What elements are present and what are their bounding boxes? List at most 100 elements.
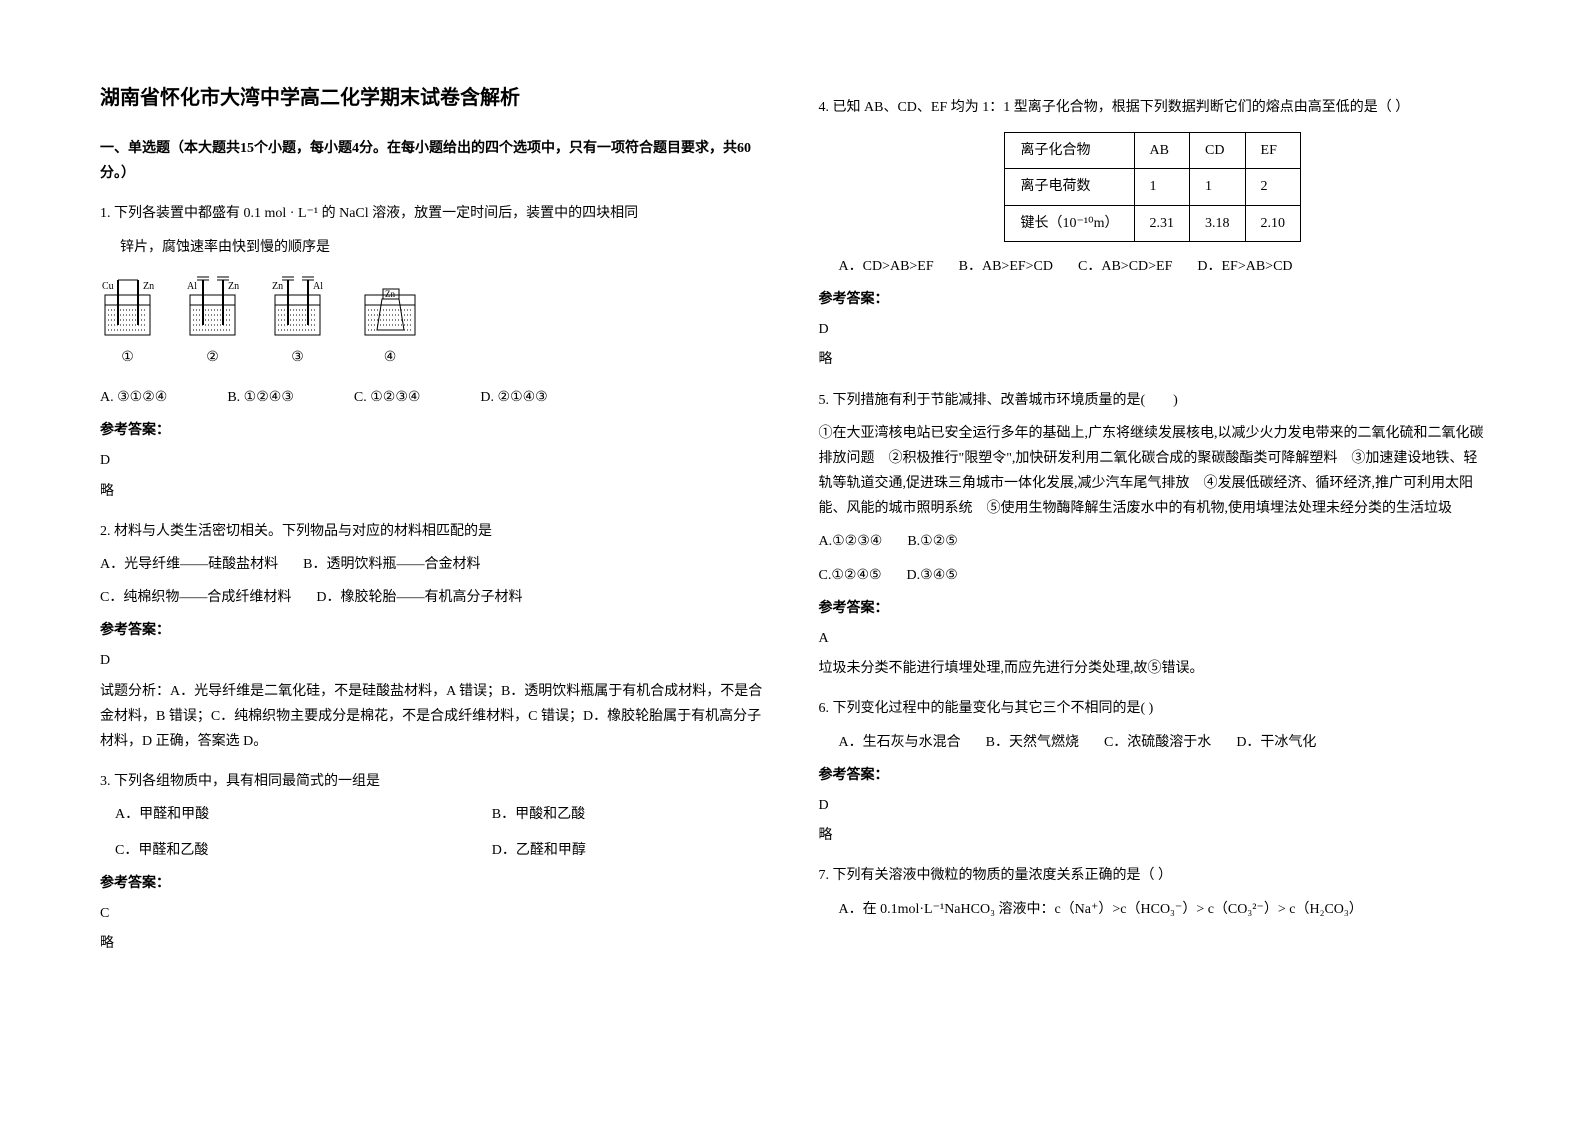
q1-subtext: 锌片，腐蚀速率由快到慢的顺序是 [100,235,769,260]
q1-answer-label: 参考答案： [100,418,769,443]
question-1: 1. 下列各装置中都盛有 0.1 mol · L⁻¹ 的 NaCl 溶液，放置一… [100,201,769,503]
beaker-icon-3: Zn Al [270,275,325,340]
diagram-1: Cu Zn ① [100,275,155,370]
q3-opt-a: A．甲醛和甲酸 [115,802,392,827]
q4-opt-a: A．CD>AB>EF [839,254,934,279]
cell: 2 [1245,169,1301,205]
q3-answer-label: 参考答案： [100,871,769,896]
q5-options-row2: C.①②④⑤ D.③④⑤ [819,563,1488,588]
table-row: 离子化合物 AB CD EF [1005,133,1301,169]
q6-answer: D [819,793,1488,818]
q1-opt-a: A. ③①②④ [100,385,167,410]
question-6: 6. 下列变化过程中的能量变化与其它三个不相同的是( ) A．生石灰与水混合 B… [819,696,1488,848]
svg-text:Cu: Cu [102,281,114,292]
q5-opt-c: C.①②④⑤ [819,563,882,588]
q5-text: 5. 下列措施有利于节能减排、改善城市环境质量的是( ) [819,388,1488,413]
svg-text:Al: Al [187,281,197,292]
q4-answer-label: 参考答案： [819,287,1488,312]
cell: 2.31 [1134,205,1190,241]
q5-answer: A [819,626,1488,651]
q4-options: A．CD>AB>EF B．AB>EF>CD C．AB>CD>EF D．EF>AB… [819,254,1488,279]
diagram-2: Al Zn ② [185,275,240,370]
q1-answer: D [100,448,769,473]
q4-text: 4. 已知 AB、CD、EF 均为 1：1 型离子化合物，根据下列数据判断它们的… [819,95,1488,120]
cell: 离子化合物 [1005,133,1134,169]
q2-options-row2: C．纯棉织物——合成纤维材料 D．橡胶轮胎——有机高分子材料 [100,585,769,610]
q3-options: A．甲醛和甲酸 B．甲酸和乙酸 C．甲醛和乙酸 D．乙醛和甲醇 [100,802,769,862]
table-row: 键长（10⁻¹⁰m） 2.31 3.18 2.10 [1005,205,1301,241]
beaker-icon-4: Zn [355,275,425,340]
diagram-2-label: ② [206,345,219,370]
q2-opt-a: A．光导纤维——硅酸盐材料 [100,552,278,577]
q5-body: ①在大亚湾核电站已安全运行多年的基础上,广东将继续发展核电,以减少火力发电带来的… [819,421,1488,522]
page-title: 湖南省怀化市大湾中学高二化学期末试卷含解析 [100,80,769,116]
q6-opt-a: A．生石灰与水混合 [839,730,961,755]
q4-answer: D [819,317,1488,342]
q2-answer-label: 参考答案： [100,618,769,643]
diagram-3-label: ③ [291,345,304,370]
question-2: 2. 材料与人类生活密切相关。下列物品与对应的材料相匹配的是 A．光导纤维——硅… [100,519,769,755]
q4-opt-d: D．EF>AB>CD [1197,254,1292,279]
q3-opt-c: C．甲醛和乙酸 [115,838,392,863]
q3-opt-d: D．乙醛和甲醇 [492,838,769,863]
q2-opt-c: C．纯棉织物——合成纤维材料 [100,585,291,610]
diagram-4-label: ④ [384,345,397,370]
q6-opt-b: B．天然气燃烧 [986,730,1079,755]
q5-opt-b: B.①②⑤ [907,529,958,554]
q1-opt-d: D. ②①④③ [480,385,547,410]
q6-opt-c: C．浓硫酸溶于水 [1104,730,1211,755]
cell: 键长（10⁻¹⁰m） [1005,205,1134,241]
q7-text: 7. 下列有关溶液中微粒的物质的量浓度关系正确的是（ ） [819,863,1488,888]
diagram-1-label: ① [121,345,134,370]
q5-explain: 垃圾未分类不能进行填埋处理,而应先进行分类处理,故⑤错误。 [819,656,1488,681]
beaker-icon-1: Cu Zn [100,275,155,340]
q1-text: 1. 下列各装置中都盛有 0.1 mol · L⁻¹ 的 NaCl 溶液，放置一… [100,201,769,226]
svg-text:Zn: Zn [228,281,239,292]
q2-options-row1: A．光导纤维——硅酸盐材料 B．透明饮料瓶——合金材料 [100,552,769,577]
cell: 3.18 [1190,205,1246,241]
svg-text:Zn: Zn [272,281,283,292]
svg-text:Zn: Zn [143,281,154,292]
q3-explain: 略 [100,931,769,956]
q2-explain: 试题分析：A．光导纤维是二氧化硅，不是硅酸盐材料，A 错误；B．透明饮料瓶属于有… [100,679,769,755]
q1-opt-c: C. ①②③④ [354,385,421,410]
q5-options-row1: A.①②③④ B.①②⑤ [819,529,1488,554]
q2-text: 2. 材料与人类生活密切相关。下列物品与对应的材料相匹配的是 [100,519,769,544]
table-row: 离子电荷数 1 1 2 [1005,169,1301,205]
q1-diagrams: Cu Zn ① [100,275,769,370]
cell: AB [1134,133,1190,169]
q2-opt-d: D．橡胶轮胎——有机高分子材料 [316,585,522,610]
q3-opt-b: B．甲酸和乙酸 [492,802,769,827]
cell: 1 [1134,169,1190,205]
q1-opt-b: B. ①②④③ [227,385,294,410]
q6-explain: 略 [819,823,1488,848]
q3-answer: C [100,901,769,926]
q3-text: 3. 下列各组物质中，具有相同最简式的一组是 [100,769,769,794]
cell: 1 [1190,169,1246,205]
right-column: 4. 已知 AB、CD、EF 均为 1：1 型离子化合物，根据下列数据判断它们的… [819,80,1488,971]
diagram-4: Zn ④ [355,275,425,370]
q1-explain: 略 [100,479,769,504]
beaker-icon-2: Al Zn [185,275,240,340]
svg-text:Zn: Zn [385,289,395,299]
diagram-3: Zn Al ③ [270,275,325,370]
question-7: 7. 下列有关溶液中微粒的物质的量浓度关系正确的是（ ） A．在 0.1mol·… [819,863,1488,921]
q5-opt-a: A.①②③④ [819,529,883,554]
q6-opt-d: D．干冰气化 [1236,730,1316,755]
q1-options: A. ③①②④ B. ①②④③ C. ①②③④ D. ②①④③ [100,385,769,410]
question-5: 5. 下列措施有利于节能减排、改善城市环境质量的是( ) ①在大亚湾核电站已安全… [819,388,1488,682]
cell: 2.10 [1245,205,1301,241]
svg-text:Al: Al [313,281,323,292]
q2-opt-b: B．透明饮料瓶——合金材料 [303,552,480,577]
q6-answer-label: 参考答案： [819,763,1488,788]
left-column: 湖南省怀化市大湾中学高二化学期末试卷含解析 一、单选题（本大题共15个小题，每小… [100,80,769,971]
q4-explain: 略 [819,347,1488,372]
cell: 离子电荷数 [1005,169,1134,205]
q5-opt-d: D.③④⑤ [907,563,958,588]
section-heading: 一、单选题（本大题共15个小题，每小题4分。在每小题给出的四个选项中，只有一项符… [100,136,769,186]
q6-options: A．生石灰与水混合 B．天然气燃烧 C．浓硫酸溶于水 D．干冰气化 [819,730,1488,755]
q4-opt-c: C．AB>CD>EF [1078,254,1172,279]
q7-opt-a: A．在 0.1mol·L⁻¹NaHCO₃ 溶液中：c（Na⁺）>c（HCO₃⁻）… [819,897,1488,922]
q6-text: 6. 下列变化过程中的能量变化与其它三个不相同的是( ) [819,696,1488,721]
q5-answer-label: 参考答案： [819,596,1488,621]
